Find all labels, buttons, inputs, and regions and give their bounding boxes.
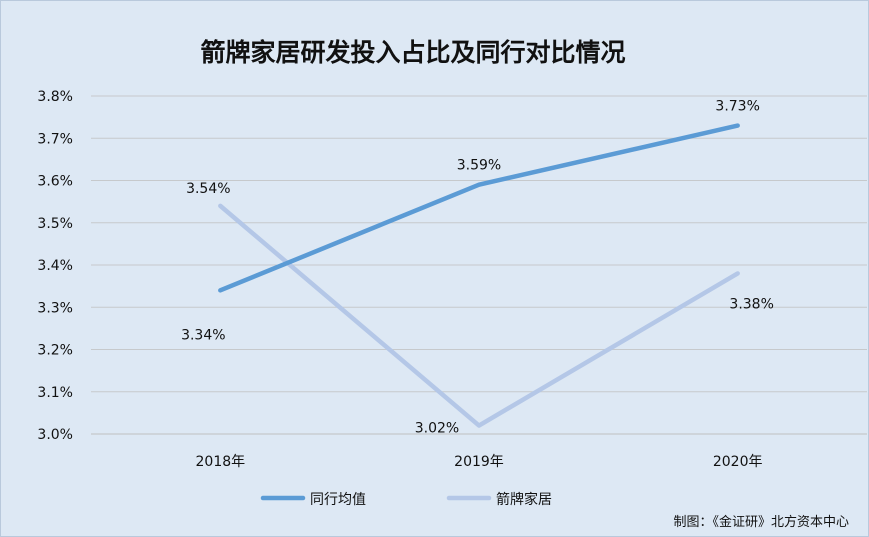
- y-tick-label: 3.1%: [37, 385, 73, 401]
- y-tick-label: 3.7%: [37, 131, 73, 147]
- y-tick-label: 3.2%: [37, 343, 73, 359]
- y-tick-label: 3.0%: [37, 427, 73, 443]
- data-label: 3.38%: [729, 296, 773, 312]
- x-tick-label: 2019年: [454, 454, 504, 470]
- data-label: 3.02%: [415, 421, 459, 437]
- y-tick-label: 3.4%: [37, 258, 73, 274]
- data-label: 3.59%: [457, 158, 501, 174]
- legend: 同行均值 箭牌家居: [260, 491, 552, 508]
- data-label: 3.34%: [181, 327, 225, 343]
- data-label: 3.54%: [186, 181, 230, 197]
- y-axis-ticks: 3.0% 3.1% 3.2% 3.3% 3.4% 3.5% 3.6% 3.7% 3.8%: [37, 89, 73, 443]
- legend-label: 箭牌家居: [496, 491, 552, 508]
- y-tick-label: 3.6%: [37, 174, 73, 190]
- y-tick-label: 3.8%: [37, 89, 73, 105]
- series-line-1: [218, 123, 740, 293]
- y-tick-label: 3.5%: [37, 216, 73, 232]
- gridlines: [91, 95, 867, 435]
- chart-title: 箭牌家居研发投入占比及同行对比情况: [200, 38, 625, 67]
- x-axis-ticks: 2018年 2019年 2020年: [196, 454, 763, 470]
- legend-label: 同行均值: [310, 492, 366, 508]
- x-tick-label: 2020年: [713, 454, 763, 470]
- y-tick-label: 3.3%: [37, 300, 73, 316]
- x-tick-label: 2018年: [196, 454, 246, 470]
- data-label: 3.73%: [715, 99, 759, 115]
- series-lines: [218, 123, 740, 428]
- data-labels: 3.34% 3.59% 3.73% 3.54% 3.02% 3.38%: [181, 99, 774, 437]
- series-line-2: [218, 203, 740, 428]
- chart-credit: 制图：《金证研》北方资本中心: [673, 514, 849, 530]
